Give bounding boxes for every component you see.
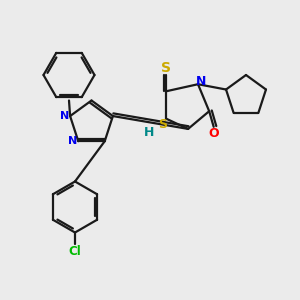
Text: S: S (158, 118, 167, 131)
Text: N: N (68, 136, 77, 146)
Text: S: S (161, 61, 171, 75)
Text: N: N (196, 75, 206, 88)
Text: O: O (208, 127, 219, 140)
Text: Cl: Cl (69, 244, 81, 258)
Text: H: H (144, 126, 154, 139)
Text: N: N (60, 111, 69, 121)
